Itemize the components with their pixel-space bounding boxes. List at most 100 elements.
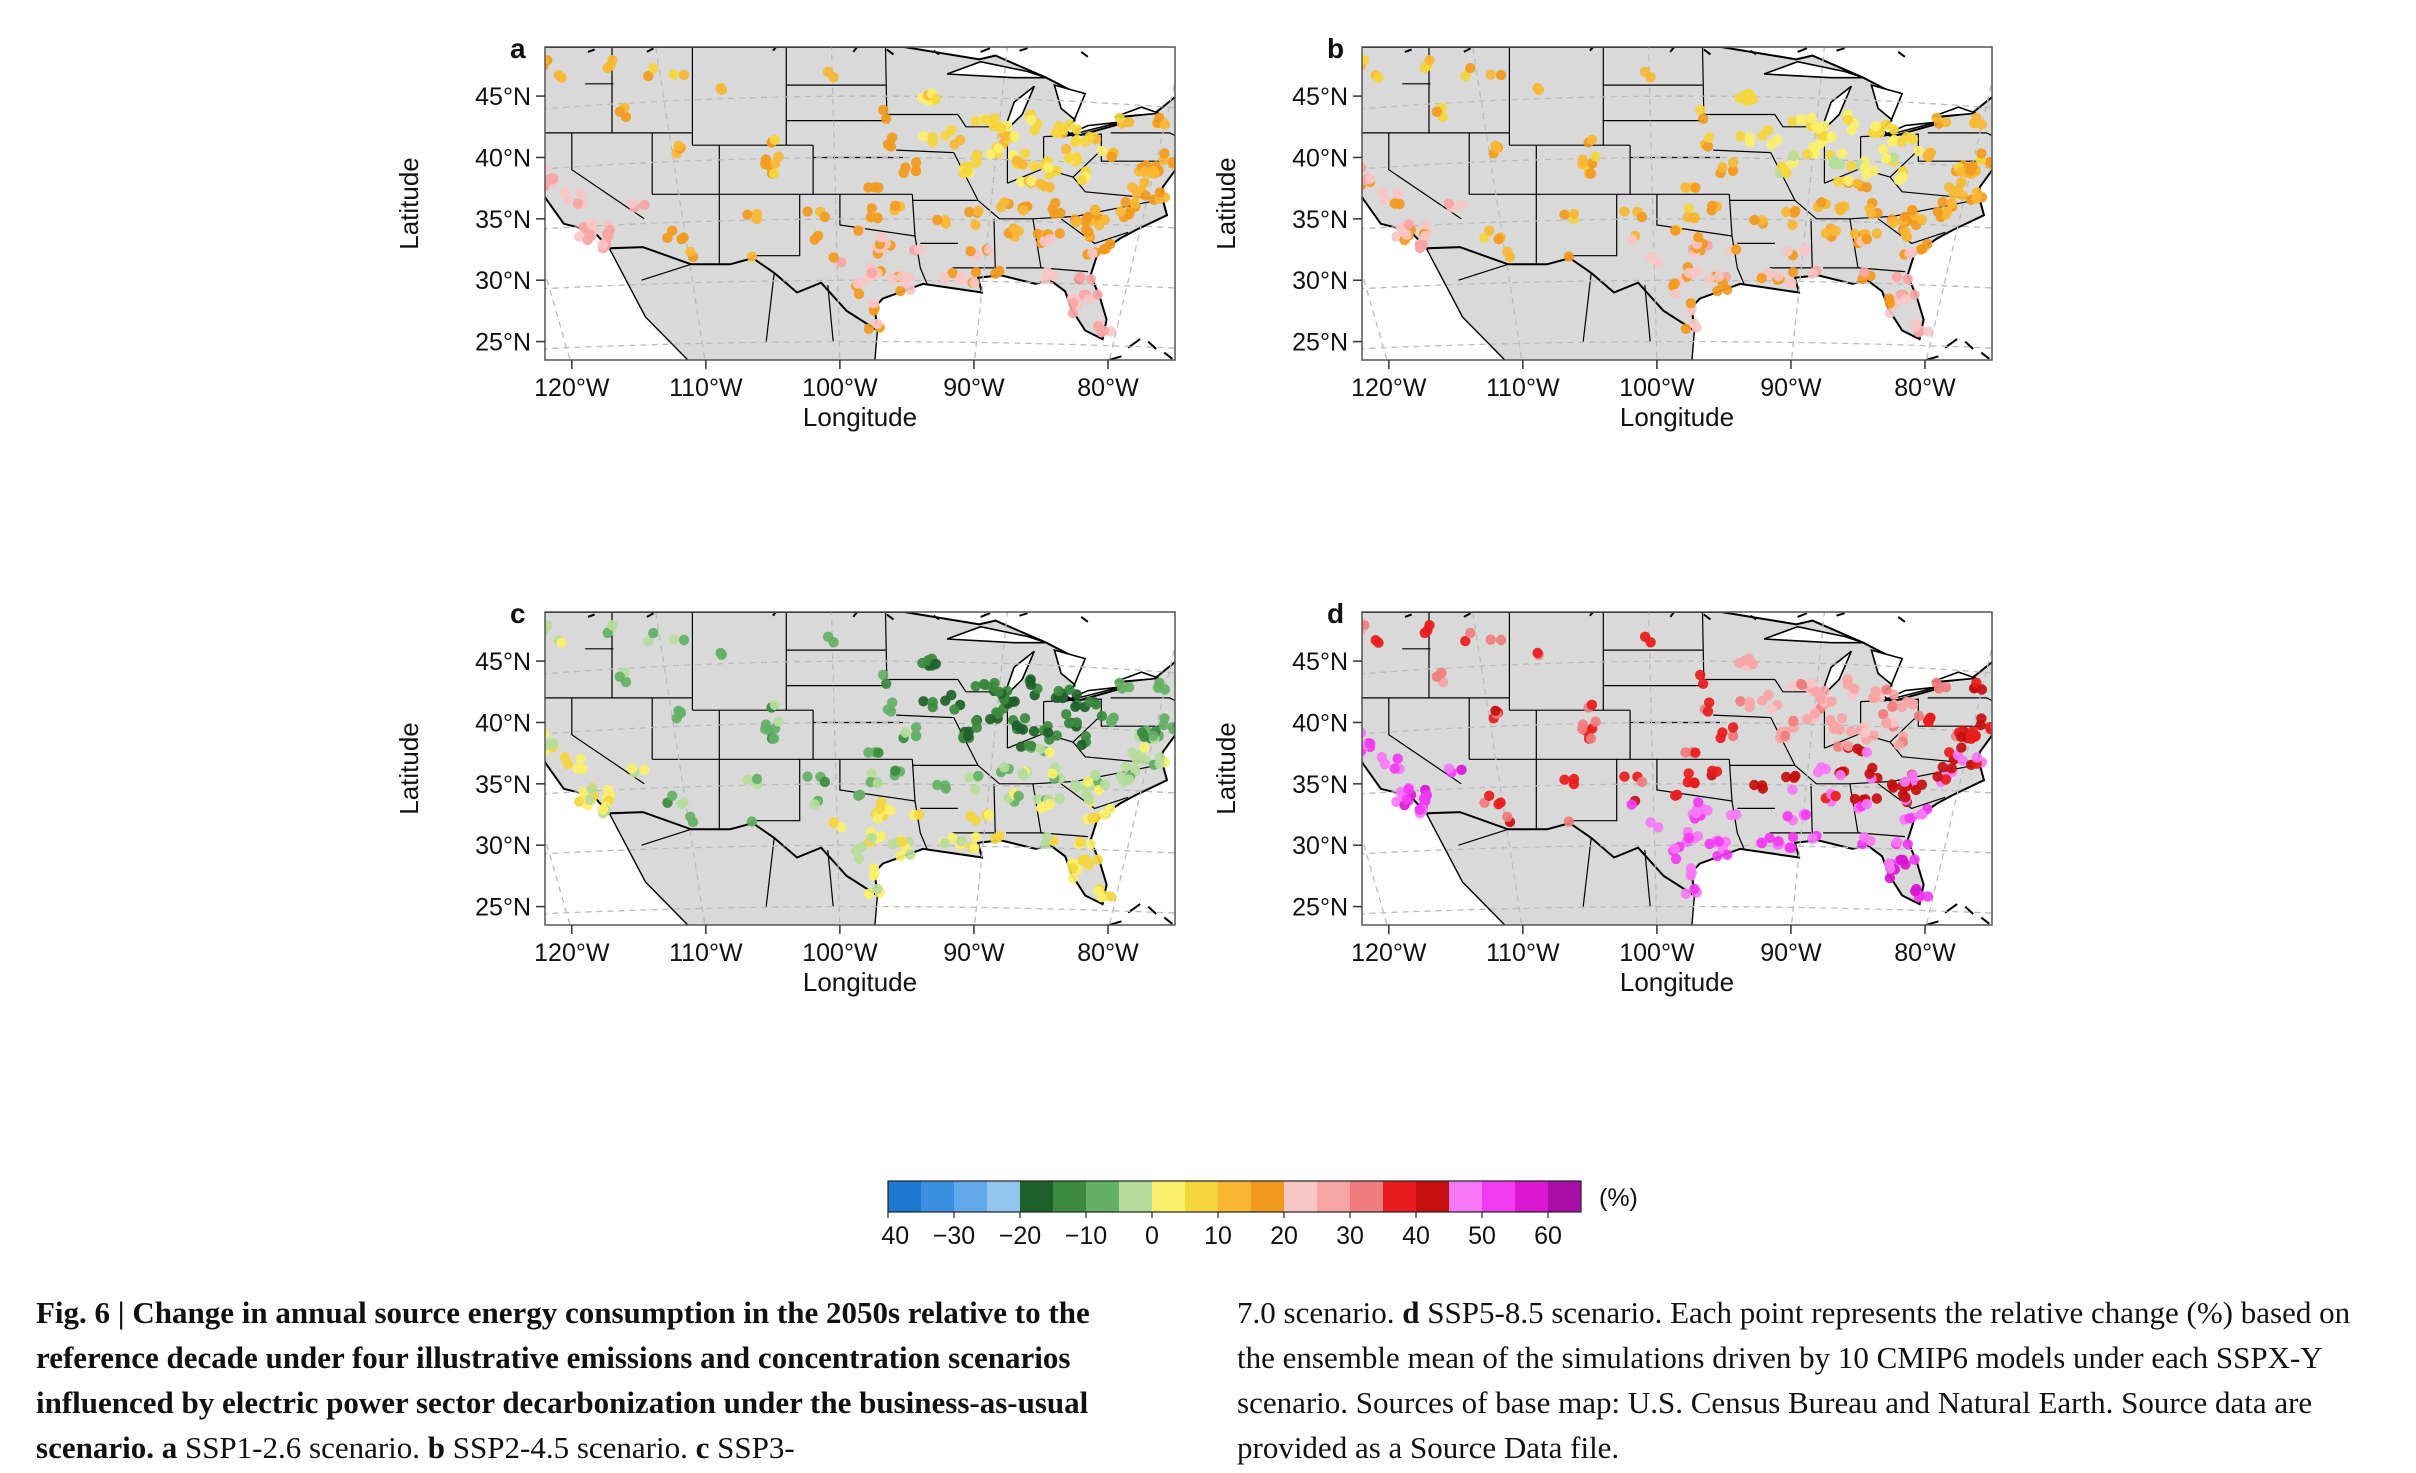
station-point bbox=[866, 832, 878, 844]
plot-frame bbox=[1361, 46, 1993, 361]
caption-letter-c: c bbox=[695, 1430, 710, 1465]
station-point bbox=[1787, 784, 1798, 795]
station-point bbox=[1590, 716, 1601, 727]
station-point bbox=[1392, 188, 1403, 199]
station-point bbox=[1744, 132, 1755, 143]
station-point bbox=[1764, 832, 1775, 844]
station-point bbox=[1180, 138, 1190, 148]
station-point bbox=[545, 727, 550, 739]
station-point bbox=[939, 215, 951, 226]
station-point bbox=[918, 131, 929, 142]
graticule-line bbox=[1362, 218, 1992, 230]
station-point bbox=[1185, 119, 1195, 129]
station-point bbox=[1362, 632, 1363, 636]
station-point bbox=[885, 706, 897, 717]
station-point bbox=[1707, 765, 1718, 776]
station-point bbox=[1946, 198, 1957, 209]
station-point bbox=[1456, 764, 1467, 775]
station-point bbox=[534, 52, 544, 62]
station-point bbox=[1159, 713, 1170, 724]
station-point bbox=[575, 753, 586, 764]
station-point bbox=[1781, 771, 1792, 783]
state-boundary bbox=[1713, 149, 1771, 154]
station-point bbox=[532, 104, 542, 114]
colorbar-tick-label: −30 bbox=[933, 1222, 975, 1250]
station-point bbox=[1881, 119, 1892, 130]
state-boundary bbox=[1877, 218, 1946, 245]
station-point bbox=[990, 268, 1001, 279]
station-point bbox=[2044, 121, 2054, 131]
station-point bbox=[1810, 686, 1821, 697]
state-boundary bbox=[896, 714, 954, 719]
station-point bbox=[1123, 774, 1135, 785]
station-point bbox=[1756, 838, 1767, 849]
station-point bbox=[1946, 763, 1957, 774]
station-point bbox=[1338, 738, 1348, 748]
state-boundary bbox=[2044, 92, 2047, 119]
station-point bbox=[1349, 104, 1359, 114]
colorbar-bin bbox=[1053, 1181, 1087, 1212]
station-point bbox=[1835, 770, 1846, 781]
station-point bbox=[1766, 139, 1777, 150]
station-point bbox=[1176, 152, 1186, 162]
x-tick-label: 90°W bbox=[943, 374, 1005, 402]
station-point bbox=[1693, 797, 1704, 808]
station-point bbox=[2032, 117, 2042, 127]
station-point bbox=[1092, 854, 1103, 865]
map-svg-c: 120°W 110°W 100°W 90°W 80°W 25°N 30°N 35°N 40°N 4… bbox=[394, 611, 1205, 997]
station-point bbox=[1084, 131, 1095, 143]
station-point bbox=[574, 796, 585, 807]
station-point bbox=[956, 836, 967, 847]
station-point bbox=[1878, 709, 1889, 720]
station-point bbox=[1871, 228, 1882, 239]
caption-text-d: SSP5-8.5 scenario. Each point represents… bbox=[1237, 1295, 2351, 1465]
station-point bbox=[1340, 744, 1350, 754]
station-point bbox=[1013, 225, 1024, 237]
station-point bbox=[939, 780, 951, 791]
station-point bbox=[1123, 682, 1135, 693]
station-point bbox=[1495, 69, 1507, 81]
station-point bbox=[802, 206, 813, 217]
y-axis-title: Latitude bbox=[394, 157, 424, 250]
station-point bbox=[1456, 199, 1467, 210]
station-point bbox=[1902, 274, 1913, 285]
x-tick-label: 100°W bbox=[1619, 374, 1695, 402]
station-point bbox=[939, 273, 950, 284]
station-point bbox=[1098, 809, 1110, 820]
station-point bbox=[1559, 774, 1570, 785]
station-point bbox=[2044, 682, 2054, 692]
station-point bbox=[1096, 145, 1108, 157]
station-point bbox=[914, 809, 925, 820]
graticule-line bbox=[1362, 95, 1992, 110]
station-point bbox=[828, 72, 839, 83]
colorbar-tick-label: 30 bbox=[1336, 1222, 1364, 1250]
x-tick-label: 90°W bbox=[1760, 374, 1822, 402]
station-point bbox=[1009, 696, 1020, 707]
map-area bbox=[1347, 47, 2054, 360]
station-point bbox=[809, 799, 820, 810]
station-point bbox=[1389, 198, 1400, 209]
colorbar-bin bbox=[1020, 1181, 1054, 1212]
y-axis-title: Latitude bbox=[1211, 157, 1241, 250]
station-point bbox=[1067, 863, 1079, 874]
station-point bbox=[1645, 637, 1656, 648]
station-point bbox=[1842, 114, 1854, 126]
station-point bbox=[964, 206, 975, 218]
x-tick-label: 80°W bbox=[1894, 374, 1956, 402]
station-point bbox=[1180, 703, 1190, 713]
x-tick-label: 80°W bbox=[1077, 939, 1139, 967]
station-point bbox=[1704, 697, 1715, 708]
station-point bbox=[1195, 698, 1205, 708]
station-point bbox=[989, 112, 1000, 124]
station-point bbox=[1787, 219, 1798, 230]
station-point bbox=[2044, 117, 2054, 127]
station-point bbox=[905, 849, 916, 860]
station-point bbox=[1042, 727, 1054, 738]
graticule-line bbox=[1108, 79, 1175, 360]
station-point bbox=[1129, 198, 1140, 209]
station-point bbox=[1685, 298, 1697, 309]
station-point bbox=[1347, 63, 1357, 73]
station-point bbox=[1900, 294, 1911, 305]
station-point bbox=[2014, 690, 2024, 700]
station-point bbox=[900, 162, 911, 173]
